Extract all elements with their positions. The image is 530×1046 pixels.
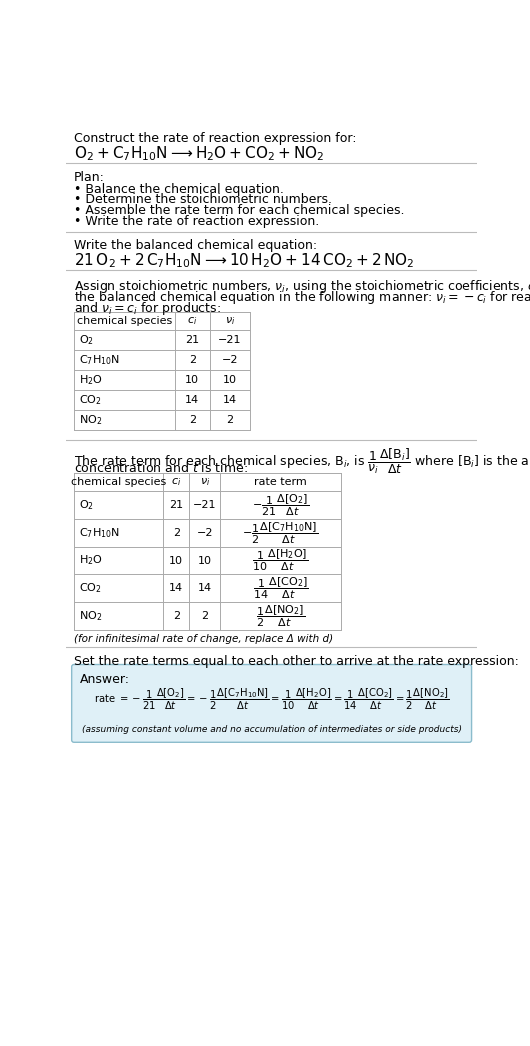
- Text: $c_i$: $c_i$: [187, 315, 197, 327]
- Text: 14: 14: [185, 395, 199, 406]
- Text: −21: −21: [193, 500, 217, 510]
- Text: Answer:: Answer:: [80, 673, 130, 686]
- Text: 21: 21: [169, 500, 183, 510]
- Text: 2: 2: [173, 528, 180, 538]
- Text: $\mathrm{O_2 + C_7H_{10}N} \longrightarrow \mathrm{H_2O + CO_2 + NO_2}$: $\mathrm{O_2 + C_7H_{10}N} \longrightarr…: [74, 144, 325, 163]
- Text: Assign stoichiometric numbers, $\nu_i$, using the stoichiometric coefficients, $: Assign stoichiometric numbers, $\nu_i$, …: [74, 278, 530, 295]
- Text: Write the balanced chemical equation:: Write the balanced chemical equation:: [74, 240, 317, 252]
- Text: $\dfrac{1}{2}\dfrac{\Delta[\mathrm{NO_2}]}{\Delta t}$: $\dfrac{1}{2}\dfrac{\Delta[\mathrm{NO_2}…: [256, 604, 305, 629]
- Text: • Write the rate of reaction expression.: • Write the rate of reaction expression.: [74, 214, 319, 228]
- Text: Plan:: Plan:: [74, 170, 105, 184]
- Text: • Assemble the rate term for each chemical species.: • Assemble the rate term for each chemic…: [74, 204, 404, 218]
- Text: 14: 14: [198, 584, 212, 593]
- Text: The rate term for each chemical species, B$_i$, is $\dfrac{1}{\nu_i}\dfrac{\Delt: The rate term for each chemical species,…: [74, 448, 530, 477]
- Text: $\dfrac{1}{10}\dfrac{\Delta[\mathrm{H_2O}]}{\Delta t}$: $\dfrac{1}{10}\dfrac{\Delta[\mathrm{H_2O…: [252, 548, 308, 573]
- Text: −2: −2: [222, 356, 238, 365]
- Text: 10: 10: [169, 555, 183, 566]
- Text: $c_i$: $c_i$: [171, 476, 181, 487]
- Text: $\mathrm{O_2}$: $\mathrm{O_2}$: [80, 334, 94, 347]
- FancyBboxPatch shape: [72, 664, 472, 743]
- Text: $\nu_i$: $\nu_i$: [200, 476, 210, 487]
- Text: 10: 10: [198, 555, 212, 566]
- Text: $\nu_i$: $\nu_i$: [225, 315, 235, 327]
- Text: $\mathrm{O_2}$: $\mathrm{O_2}$: [80, 498, 94, 513]
- Text: 14: 14: [169, 584, 183, 593]
- Text: $\mathrm{CO_2}$: $\mathrm{CO_2}$: [80, 582, 102, 595]
- Text: $\mathrm{C_7H_{10}N}$: $\mathrm{C_7H_{10}N}$: [80, 526, 120, 540]
- Text: $\mathrm{H_2O}$: $\mathrm{H_2O}$: [80, 373, 103, 387]
- Text: $\mathrm{21\,O_2 + 2\,C_7H_{10}N} \longrightarrow \mathrm{10\,H_2O + 14\,CO_2 + : $\mathrm{21\,O_2 + 2\,C_7H_{10}N} \longr…: [74, 251, 414, 270]
- Text: −2: −2: [197, 528, 213, 538]
- Text: 14: 14: [223, 395, 237, 406]
- Text: $\mathrm{NO_2}$: $\mathrm{NO_2}$: [80, 609, 103, 623]
- Text: 2: 2: [189, 356, 196, 365]
- Text: concentration and $t$ is time:: concentration and $t$ is time:: [74, 461, 248, 475]
- Text: 21: 21: [185, 336, 199, 345]
- Text: • Balance the chemical equation.: • Balance the chemical equation.: [74, 182, 284, 196]
- Text: chemical species: chemical species: [77, 316, 172, 326]
- Text: 2: 2: [173, 611, 180, 621]
- Text: −21: −21: [218, 336, 242, 345]
- Text: 10: 10: [223, 376, 237, 385]
- Text: 2: 2: [226, 415, 233, 426]
- Text: (for infinitesimal rate of change, replace Δ with d): (for infinitesimal rate of change, repla…: [74, 635, 333, 644]
- Text: Set the rate terms equal to each other to arrive at the rate expression:: Set the rate terms equal to each other t…: [74, 655, 519, 667]
- Text: $\dfrac{1}{14}\dfrac{\Delta[\mathrm{CO_2}]}{\Delta t}$: $\dfrac{1}{14}\dfrac{\Delta[\mathrm{CO_2…: [253, 575, 308, 601]
- Text: rate $= -\dfrac{1}{21}\dfrac{\Delta[\mathrm{O_2}]}{\Delta t} = -\dfrac{1}{2}\dfr: rate $= -\dfrac{1}{21}\dfrac{\Delta[\mat…: [94, 686, 449, 711]
- Text: (assuming constant volume and no accumulation of intermediates or side products): (assuming constant volume and no accumul…: [82, 725, 462, 733]
- Text: $-\dfrac{1}{21}\dfrac{\Delta[\mathrm{O_2}]}{\Delta t}$: $-\dfrac{1}{21}\dfrac{\Delta[\mathrm{O_2…: [252, 493, 309, 518]
- Text: $\mathrm{C_7H_{10}N}$: $\mathrm{C_7H_{10}N}$: [80, 354, 120, 367]
- Text: 10: 10: [185, 376, 199, 385]
- Text: $-\dfrac{1}{2}\dfrac{\Delta[\mathrm{C_7H_{10}N}]}{\Delta t}$: $-\dfrac{1}{2}\dfrac{\Delta[\mathrm{C_7H…: [242, 520, 319, 546]
- Text: Construct the rate of reaction expression for:: Construct the rate of reaction expressio…: [74, 132, 357, 144]
- Text: • Determine the stoichiometric numbers.: • Determine the stoichiometric numbers.: [74, 194, 332, 206]
- Text: and $\nu_i = c_i$ for products:: and $\nu_i = c_i$ for products:: [74, 299, 221, 317]
- Text: chemical species: chemical species: [71, 477, 166, 487]
- Text: 2: 2: [189, 415, 196, 426]
- Text: 2: 2: [201, 611, 208, 621]
- Text: $\mathrm{CO_2}$: $\mathrm{CO_2}$: [80, 393, 102, 407]
- Text: the balanced chemical equation in the following manner: $\nu_i = -c_i$ for react: the balanced chemical equation in the fo…: [74, 289, 530, 305]
- Text: $\mathrm{NO_2}$: $\mathrm{NO_2}$: [80, 413, 103, 428]
- Text: $\mathrm{H_2O}$: $\mathrm{H_2O}$: [80, 553, 103, 568]
- Text: rate term: rate term: [254, 477, 307, 487]
